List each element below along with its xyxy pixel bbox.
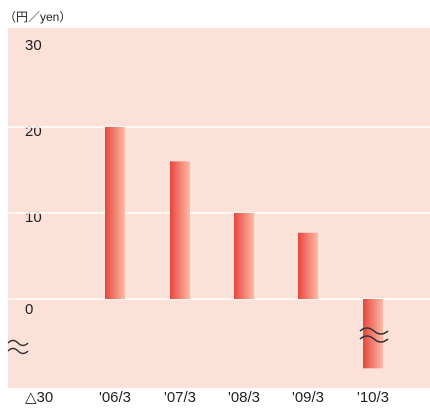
bar [170, 161, 190, 299]
x-tick-label: '06/3 [99, 389, 131, 406]
bar [298, 232, 318, 299]
y-tick-label: 20 [25, 123, 42, 140]
y-tick-label: 10 [25, 209, 42, 226]
y-tick-label: 0 [25, 301, 33, 318]
bar-break [359, 327, 389, 343]
x-tick-label: '09/3 [292, 389, 324, 406]
bar [234, 213, 254, 299]
y-tick-label: 30 [25, 37, 42, 54]
plot-area [8, 28, 430, 388]
unit-label: （円／yen） [4, 10, 71, 24]
bar [105, 127, 125, 299]
axis-break [7, 339, 29, 355]
x-tick-label: '07/3 [164, 389, 196, 406]
x-tick-label: '10/3 [357, 389, 389, 406]
bar [363, 299, 383, 369]
y-tick-label: △30 [25, 389, 53, 406]
x-tick-label: '08/3 [228, 389, 260, 406]
